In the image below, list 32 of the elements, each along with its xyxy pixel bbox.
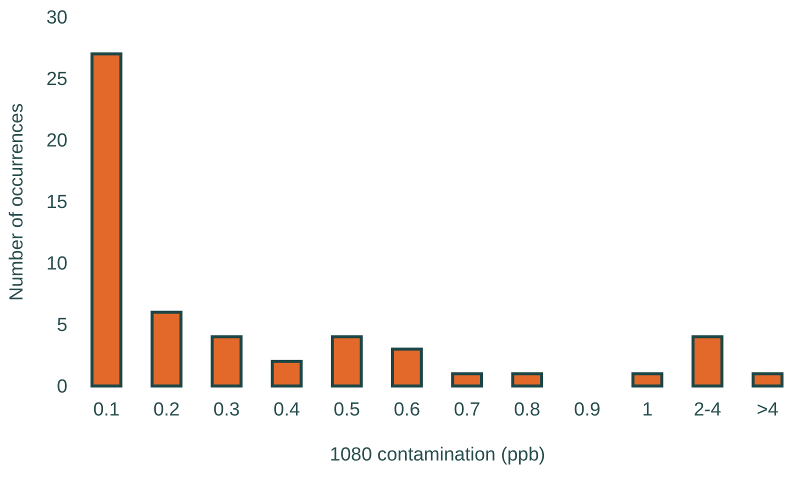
bar	[90, 52, 122, 388]
x-tick-label: 0.2	[153, 400, 180, 420]
x-tick-label: 0.4	[274, 400, 300, 420]
x-tick-label: 1	[642, 400, 653, 420]
x-tick-label: 0.6	[394, 400, 420, 420]
y-tick-label: 30	[46, 8, 68, 28]
bar	[270, 360, 303, 388]
y-tick-label: 0	[56, 376, 68, 398]
bar	[391, 348, 423, 388]
bar	[511, 372, 544, 388]
y-tick-label: 10	[46, 254, 68, 274]
bar	[451, 372, 483, 388]
x-tick-label: 0.7	[454, 400, 480, 420]
x-tick-label: 0.5	[334, 400, 360, 420]
x-tick-label: 0.1	[93, 400, 120, 420]
x-tick-label: 2-4	[694, 400, 722, 420]
y-tick-label: 25	[46, 69, 68, 90]
bar	[631, 372, 664, 388]
x-tick-label: 0.8	[514, 400, 540, 420]
x-tick-label: >4	[756, 400, 779, 420]
bar	[150, 310, 182, 388]
y-tick-label: 5	[56, 315, 68, 336]
bar	[330, 335, 363, 388]
y-tick-label: 20	[46, 130, 68, 152]
bar	[692, 335, 724, 388]
bar	[752, 372, 784, 388]
x-axis-title: 1080 contamination (ppb)	[330, 444, 546, 466]
x-tick-label: 0.3	[213, 400, 240, 420]
y-tick-label: 15	[46, 192, 68, 213]
bar	[210, 335, 243, 388]
x-tick-label: 0.9	[574, 400, 600, 420]
y-axis-title: Number of occurrences	[6, 103, 28, 301]
